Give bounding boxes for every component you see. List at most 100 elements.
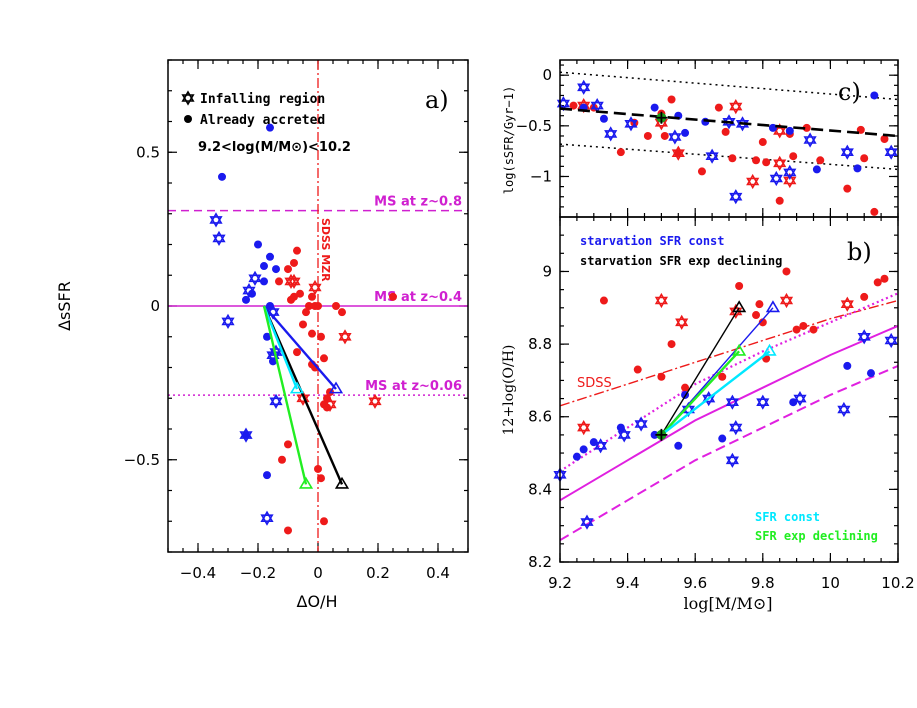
infalling-red-point [287, 273, 301, 289]
accreted-red-point [284, 440, 292, 449]
accreted-red-point [873, 278, 882, 287]
accreted-red-point [758, 318, 767, 327]
panel-a-track-green-triangle [298, 476, 314, 489]
accreted-red-point [697, 167, 706, 176]
sdss-mzr-label: SDSS MZR [319, 218, 332, 282]
infalling-blue-point [793, 391, 807, 407]
panel-c: 0 −0.5 −1 c) log(sSFR/Gyr−1) [502, 59, 899, 218]
accreted-blue-point [266, 252, 274, 261]
accreted-red-point [314, 464, 322, 473]
accreted-red-point [799, 321, 808, 330]
accreted-red-point [667, 340, 676, 349]
accreted-red-point [305, 302, 313, 310]
accreted-red-point [293, 246, 301, 255]
accreted-red-point [752, 311, 761, 320]
infalling-red-point [779, 292, 794, 309]
legend-dot-symbol [184, 115, 192, 123]
accreted-red-point [296, 289, 304, 298]
panel-a-y-tick-label: −0.5 [124, 451, 160, 469]
accreted-red-point [816, 156, 825, 165]
accreted-red-point [284, 526, 292, 535]
infalling-blue-point [729, 420, 743, 436]
legend-starvation-const: starvation SFR const [580, 234, 725, 248]
accreted-blue-point [650, 430, 659, 439]
legend-sfr-exp: SFR exp declining [755, 529, 878, 543]
panel-b-track-green-triangle [732, 343, 747, 356]
infalling-blue-point [242, 283, 256, 299]
accreted-blue-point [218, 172, 226, 181]
panel-b-track-green-line [660, 350, 741, 436]
infalling-red-point [783, 172, 797, 189]
infalling-red-point [323, 396, 337, 412]
accreted-blue-point [866, 369, 875, 378]
infalling-red-point [368, 393, 382, 409]
infalling-blue-point [783, 164, 797, 180]
accreted-red-point [332, 302, 340, 310]
accreted-blue-point [254, 240, 262, 249]
accreted-blue-point [572, 452, 581, 461]
infalling-red-point [746, 173, 760, 190]
infalling-red-point [729, 99, 743, 115]
infalling-red-point [840, 296, 854, 312]
origin-cross [655, 111, 668, 124]
accreted-blue-point [272, 265, 280, 274]
infalling-red-point [675, 314, 689, 330]
accreted-red-point [278, 455, 286, 464]
panel-a-x-tick-label: 0.4 [426, 564, 450, 582]
accreted-red-point [389, 292, 397, 301]
panel-a-x-tick-label: −0.2 [240, 564, 276, 582]
accreted-blue-point [616, 423, 625, 432]
infalling-blue-point [617, 427, 631, 443]
accreted-blue-point [768, 123, 777, 132]
ms-line-label: MS at z~0.8 [374, 195, 462, 210]
panel-b: 9.2 9.4 9.6 9.8 10 10.2 8.2 8.4 8.6 8.8 9 b) starv… [501, 216, 915, 613]
panel-a-y-tick-label: 0.5 [136, 143, 160, 161]
infalling-blue-point [837, 401, 851, 418]
panel-a: −0.4 −0.2 0 0.2 0.4 −0.5 0 0.5 MS at z~0.8 MS at … [55, 59, 469, 611]
mzr-z006-curve [559, 292, 899, 473]
infalling-red-point [773, 155, 787, 171]
accreted-red-point [789, 152, 798, 161]
accreted-red-point [317, 474, 325, 483]
infalling-blue-point [705, 148, 719, 164]
accreted-blue-point [263, 471, 271, 480]
panel-a-track-green-line [262, 305, 308, 485]
accreted-blue-point [266, 123, 274, 132]
accreted-red-point [657, 372, 666, 381]
panel-b-y-axis-label: 12+log(O/H) [501, 345, 517, 436]
infalling-blue-point [840, 144, 854, 160]
panel-b-y-tick-label: 8.8 [528, 335, 552, 353]
accreted-red-point [660, 131, 669, 140]
panel-b-y-tick-label: 8.4 [528, 480, 552, 498]
accreted-red-point [782, 267, 791, 276]
accreted-red-point [616, 148, 625, 157]
origin-cross [655, 428, 668, 441]
panel-c-y-tick-label: −0.5 [516, 117, 552, 135]
infalling-blue-point [729, 189, 743, 205]
panel-b-x-tick-label: 10.2 [881, 574, 914, 592]
panel-b-y-tick-label: 8.2 [528, 553, 552, 571]
infalling-blue-point [624, 116, 638, 132]
panel-b-x-tick-label: 9.6 [683, 574, 707, 592]
panel-a-x-axis-label: ΔO/H [297, 592, 338, 611]
infalling-red-point [654, 292, 668, 309]
accreted-blue-point [260, 277, 268, 286]
accreted-red-point [870, 207, 879, 216]
accreted-red-point [758, 138, 767, 147]
panel-b-x-tick-label: 9.8 [751, 574, 775, 592]
accreted-red-point [775, 196, 784, 205]
accreted-red-point [314, 302, 322, 310]
sdss-mzr-curve [559, 299, 899, 407]
panel-b-track-black-line [660, 307, 740, 436]
accreted-blue-point [812, 165, 821, 174]
accreted-blue-point [853, 164, 862, 173]
accreted-red-point [880, 135, 889, 144]
panel-b-frame [559, 216, 899, 563]
infalling-blue-point [248, 270, 262, 286]
infalling-blue-point [577, 79, 591, 95]
accreted-blue-point [674, 441, 683, 450]
accreted-red-point [843, 184, 852, 193]
panel-b-track-cyan-triangle [762, 343, 777, 356]
accreted-blue-point [599, 114, 608, 123]
accreted-red-point [860, 292, 869, 301]
